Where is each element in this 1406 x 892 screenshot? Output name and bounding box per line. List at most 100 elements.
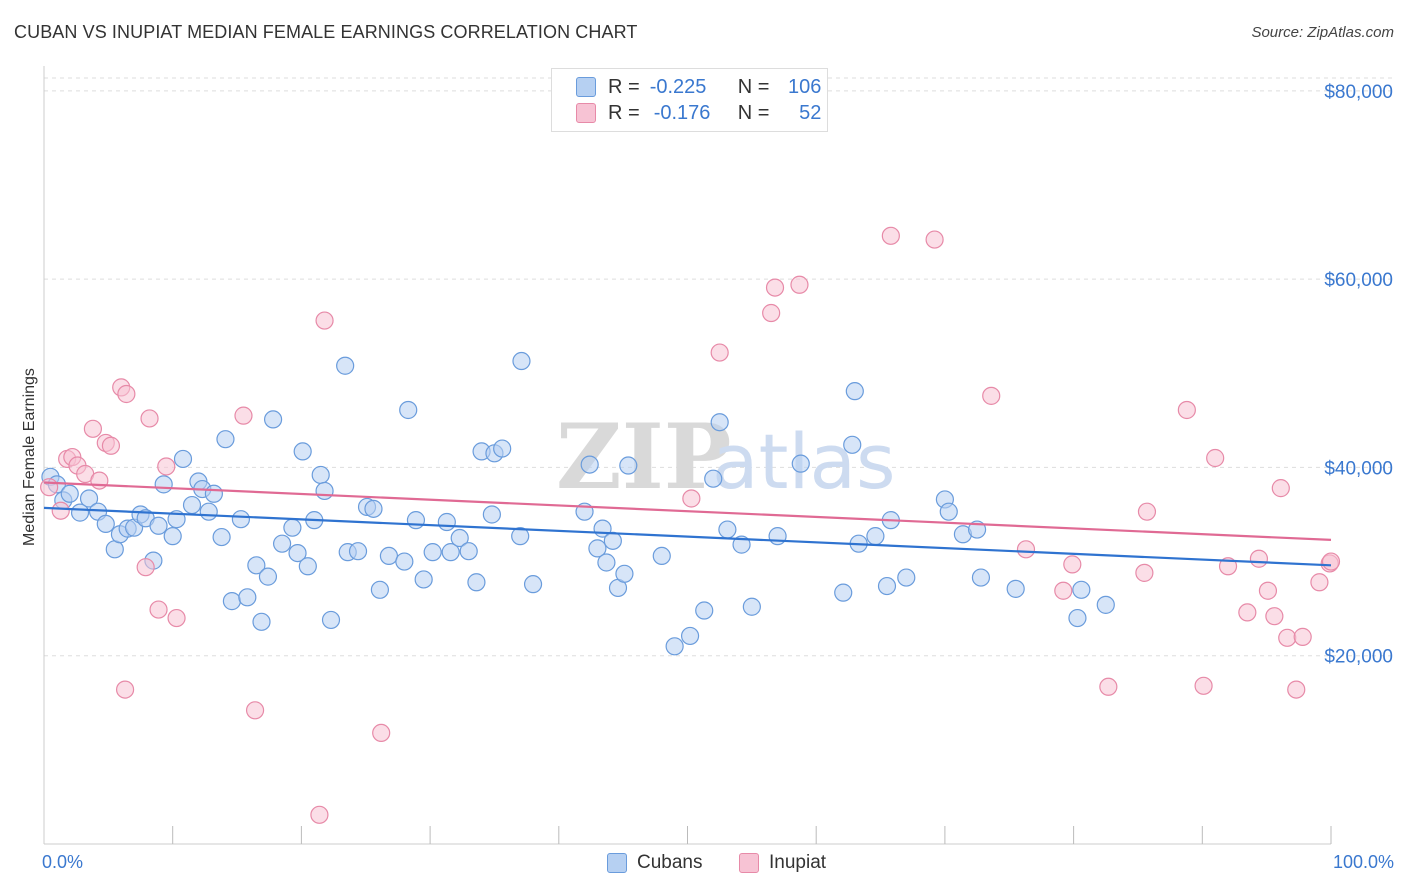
inupiat-point: [101, 436, 121, 455]
source-label: Source: ZipAtlas.com: [1251, 24, 1394, 41]
legend-item-cubans: Cubans: [607, 852, 703, 874]
n-label: N =: [737, 75, 770, 98]
inupiat-point: [1238, 603, 1257, 622]
inupiat-point: [40, 478, 59, 497]
cubans-point: [834, 583, 853, 602]
n-label: N =: [737, 101, 770, 124]
y-tick-label: $40,000: [1324, 458, 1393, 479]
cubans-point: [437, 512, 456, 532]
legend-label: Inupiat: [769, 852, 827, 873]
y-tick-labels: $20,000 $40,000 $60,000 $80,000: [1324, 82, 1393, 668]
legend-row-cubans: R = -0.225 N = 106: [576, 74, 821, 100]
cubans-point: [321, 610, 341, 630]
r-value: -0.176: [653, 101, 711, 124]
inupiat-point: [157, 457, 176, 476]
inupiat-point: [1265, 607, 1284, 626]
n-value: 106: [788, 75, 822, 98]
cubans-point: [222, 592, 242, 611]
inupiat-point: [1194, 676, 1213, 695]
inupiat-point: [140, 409, 159, 428]
trend-lines: [43, 481, 1332, 567]
inupiat-point: [925, 230, 944, 249]
y-tick-label: $60,000: [1324, 270, 1393, 291]
cubans-point: [791, 454, 810, 473]
inupiat-point: [149, 600, 168, 619]
cubans-point: [288, 543, 307, 563]
inupiat-point: [1016, 540, 1036, 559]
cubans-point: [718, 520, 737, 539]
cubans-point: [79, 489, 99, 508]
inupiat-point: [1310, 573, 1329, 592]
cubans-point: [149, 516, 168, 535]
cubans-point: [293, 442, 312, 461]
cubans-point: [272, 534, 292, 553]
y-tick-label: $80,000: [1324, 82, 1393, 103]
inupiat-point: [167, 608, 186, 628]
cubans-point: [493, 439, 512, 458]
cubans-point: [482, 505, 501, 524]
inupiat-point: [1177, 400, 1196, 420]
cubans-point: [603, 531, 622, 550]
legend-label: Cubans: [637, 852, 703, 873]
inupiat-point: [1321, 552, 1341, 571]
inupiat-point: [1054, 581, 1073, 600]
inupiat-point: [1287, 680, 1306, 699]
legend-item-inupiat: Inupiat: [739, 852, 826, 874]
inupiat-point: [1278, 628, 1297, 647]
cubans-point: [845, 382, 864, 401]
watermark-zip: ZIP: [556, 404, 731, 510]
cubans-point: [199, 502, 218, 521]
cubans-point: [283, 518, 302, 537]
inupiat-point: [1135, 563, 1154, 582]
cubans-point: [379, 546, 399, 566]
cubans-point: [182, 495, 202, 515]
inupiat-point: [881, 226, 900, 245]
cubans-point: [652, 546, 671, 566]
cubans-point: [843, 435, 862, 454]
cubans-point: [939, 502, 958, 521]
cubans-point: [742, 597, 761, 616]
inupiat-point: [682, 489, 701, 508]
cubans-point: [710, 413, 729, 432]
cubans-point: [450, 528, 469, 548]
chart-title: CUBAN VS INUPIAT MEDIAN FEMALE EARNINGS …: [14, 22, 638, 42]
inupiat-point: [982, 386, 1001, 405]
cubans-point: [768, 527, 787, 546]
cubans-point: [695, 601, 714, 620]
inupiat-point: [90, 471, 109, 490]
inupiat-point: [762, 303, 781, 323]
cubans-point: [523, 575, 543, 594]
cubans-point: [336, 356, 355, 375]
inupiat-point: [51, 501, 70, 520]
gridlines: [44, 77, 1392, 657]
cubans-point: [1006, 579, 1025, 598]
cubans-point: [619, 456, 638, 475]
cubans-point: [298, 557, 317, 576]
inupiat-point: [83, 419, 103, 438]
cubans-point: [247, 556, 266, 575]
cubans-point: [732, 535, 751, 554]
inupiat-point: [234, 406, 253, 425]
cubans-point: [414, 570, 433, 589]
cubans-point: [665, 637, 684, 656]
inupiat-point: [115, 680, 135, 699]
cubans-point: [212, 527, 231, 547]
inupiat-point: [372, 723, 391, 743]
inupiat-swatch: [739, 853, 759, 873]
cubans-point: [173, 449, 193, 469]
cubans-point: [423, 543, 442, 562]
cubans-point: [231, 510, 251, 529]
series-cubans: [41, 351, 1115, 656]
cubans-point: [580, 455, 599, 474]
inupiat-point: [1137, 502, 1157, 521]
inupiat-point: [1063, 555, 1082, 574]
cubans-trend-line: [43, 506, 1332, 567]
cubans-point: [615, 564, 634, 583]
cubans-point: [311, 465, 330, 485]
x-axis-max-label: 100.0%: [1332, 852, 1394, 872]
cubans-point: [204, 484, 223, 503]
cubans-point: [238, 588, 257, 607]
inupiat-point: [310, 805, 329, 824]
series-legend: Cubans Inupiat: [0, 852, 1406, 878]
